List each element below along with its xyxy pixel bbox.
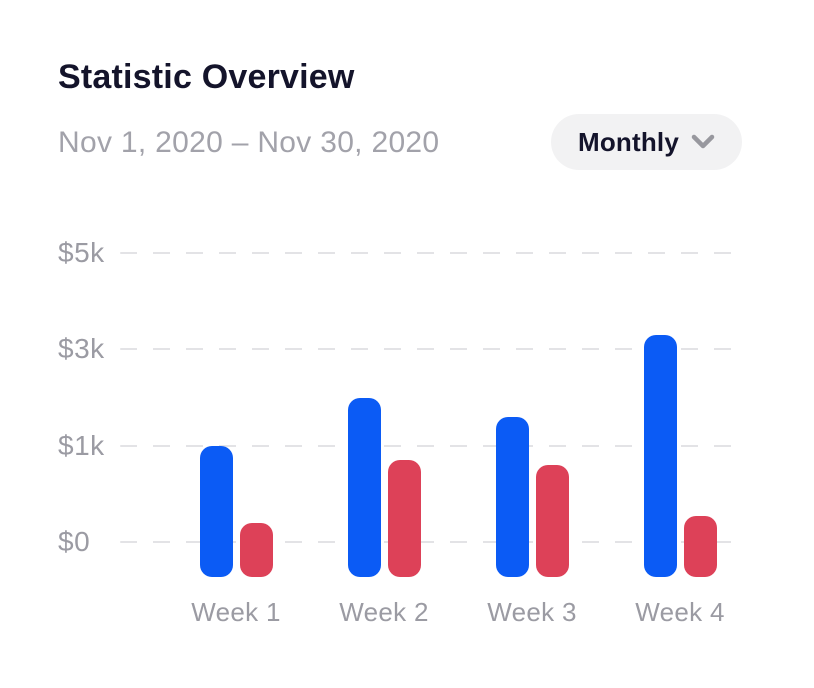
- date-range: Nov 1, 2020 – Nov 30, 2020: [58, 126, 440, 159]
- red-series-bar[interactable]: [240, 523, 273, 577]
- red-series-bar[interactable]: [684, 516, 717, 577]
- y-axis-tick-label: $3k: [58, 333, 105, 364]
- page-title: Statistic Overview: [58, 58, 355, 96]
- blue-series-bar[interactable]: [496, 417, 529, 577]
- chevron-down-icon: [691, 134, 715, 149]
- period-dropdown-label: Monthly: [577, 126, 680, 157]
- x-axis-category-label: Week 1: [191, 597, 281, 627]
- gridline: [120, 541, 745, 543]
- y-axis-tick-label: $0: [58, 526, 91, 557]
- x-axis-category-label: Week 2: [339, 597, 429, 627]
- x-axis-category-label: Week 4: [635, 597, 725, 627]
- blue-series-bar[interactable]: [200, 446, 233, 577]
- red-series-bar[interactable]: [388, 460, 421, 577]
- gridline: [120, 445, 745, 447]
- red-series-bar[interactable]: [536, 465, 569, 577]
- gridline: [120, 348, 745, 350]
- blue-series-bar[interactable]: [348, 398, 381, 577]
- y-axis-tick-label: $1k: [58, 430, 105, 461]
- x-axis-category-label: Week 3: [487, 597, 577, 627]
- blue-series-bar[interactable]: [644, 335, 677, 577]
- gridline: [120, 252, 745, 254]
- y-axis-tick-label: $5k: [58, 237, 105, 268]
- period-dropdown[interactable]: Monthly: [551, 114, 742, 170]
